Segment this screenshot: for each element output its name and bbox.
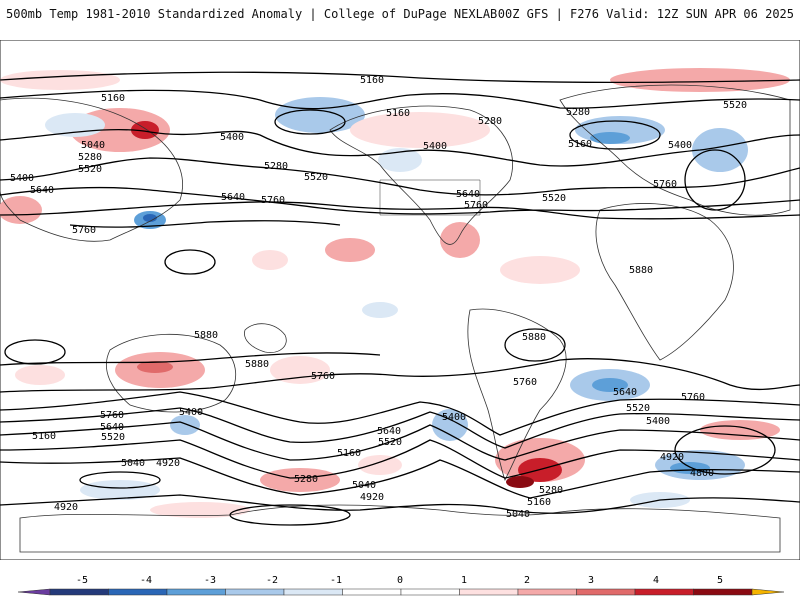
- contour-label: 5760: [464, 200, 488, 211]
- colorbar-extreme-high: [751, 588, 785, 596]
- contour-label: 5400: [179, 407, 203, 418]
- colorbar-segment: [225, 588, 285, 596]
- contour-label: 4920: [54, 502, 78, 513]
- contour-label: 4920: [156, 458, 180, 469]
- colorbar-segment: [283, 588, 343, 596]
- contour-label: 5280: [78, 152, 102, 163]
- colorbar-tick: 4: [653, 575, 659, 586]
- colorbar-segments: [17, 588, 785, 596]
- contour-labels: 5160 5160 5160 5280 5280 5520 5040 5280 …: [10, 75, 747, 520]
- contour-label: 5400: [220, 132, 244, 143]
- contour-label: 5400: [668, 140, 692, 151]
- australia-outline: [106, 333, 237, 413]
- colorbar-segment: [576, 588, 636, 596]
- contour-label: 5640: [456, 189, 480, 200]
- contour-label: 5520: [723, 100, 747, 111]
- colorbar-segment: [517, 588, 577, 596]
- anomaly-shading: [0, 68, 790, 518]
- colorbar-tick: 1: [461, 575, 467, 586]
- contour-label: 5040: [121, 458, 145, 469]
- contour-label: 5760: [261, 195, 285, 206]
- colorbar-segment: [342, 588, 402, 596]
- africa-outline: [595, 203, 734, 361]
- contour-label: 5160: [337, 448, 361, 459]
- colorbar-segment: [693, 588, 753, 596]
- colorbar-ticks: -5 -4 -3 -2 -1 0 1 2 3 4 5: [76, 575, 723, 586]
- contour-label: 5760: [653, 179, 677, 190]
- contour-label: 5520: [78, 164, 102, 175]
- contour-label: 5280: [294, 474, 318, 485]
- map-title: 500mb Temp 1981-2010 Standardized Anomal…: [6, 7, 498, 21]
- contour-label: 5280: [539, 485, 563, 496]
- contour-label: 5760: [513, 377, 537, 388]
- height-contours: [0, 71, 800, 526]
- colorbar-tick: -4: [140, 575, 152, 586]
- new-guinea-outline: [244, 323, 287, 353]
- colorbar: -5 -4 -3 -2 -1 0 1 2 3 4 5: [17, 575, 785, 596]
- colorbar-tick: -3: [204, 575, 216, 586]
- contour-label: 5160: [386, 108, 410, 119]
- contour-label: 5640: [377, 426, 401, 437]
- contour-label: 5280: [478, 116, 502, 127]
- contour-label: 4920: [660, 452, 684, 463]
- colorbar-tick: 5: [717, 575, 723, 586]
- north-america-outline: [329, 105, 513, 245]
- colorbar-tick: 0: [397, 575, 403, 586]
- contour-label: 5520: [378, 437, 402, 448]
- colorbar-tick: -5: [76, 575, 88, 586]
- us-state-grid: [379, 179, 481, 216]
- colorbar-segment: [108, 588, 168, 596]
- contour-label: 5880: [245, 359, 269, 370]
- contour-label: 5040: [81, 140, 105, 151]
- contour-label: 5640: [221, 192, 245, 203]
- contour-label: 5160: [527, 497, 551, 508]
- contour-label: 5160: [101, 93, 125, 104]
- contour-label: 5400: [646, 416, 670, 427]
- colorbar-tick: -1: [330, 575, 342, 586]
- map-panel: 5160 5160 5160 5280 5280 5520 5040 5280 …: [0, 40, 800, 560]
- contour-label: 4800: [690, 468, 714, 479]
- contour-label: 5760: [681, 392, 705, 403]
- contour-label: 5520: [304, 172, 328, 183]
- antarctica-outline: [19, 504, 781, 553]
- colorbar-segment: [634, 588, 694, 596]
- contour-label: 5880: [629, 265, 653, 276]
- colorbar-segment: [459, 588, 519, 596]
- contour-label: 5280: [264, 161, 288, 172]
- contour-label: 5160: [568, 139, 592, 150]
- contour-label: 5160: [32, 431, 56, 442]
- contour-label: 5040: [506, 509, 530, 520]
- contour-label: 5640: [30, 185, 54, 196]
- contour-label: 5640: [613, 387, 637, 398]
- south-america-outline: [467, 308, 567, 482]
- colorbar-tick: -2: [266, 575, 278, 586]
- contour-label: 4920: [360, 492, 384, 503]
- contour-label: 5400: [442, 412, 466, 423]
- contour-label: 5280: [566, 107, 590, 118]
- contour-label: 5760: [311, 371, 335, 382]
- contour-label: 5160: [360, 75, 384, 86]
- model-run-info: 00Z GFS | F276 Valid: 12Z SUN APR 06 202…: [497, 7, 794, 21]
- colorbar-segment: [400, 588, 460, 596]
- contour-label: 5520: [542, 193, 566, 204]
- contour-label: 5760: [100, 410, 124, 421]
- colorbar-segment: [49, 588, 109, 596]
- eurasia-east-outline: [0, 97, 183, 242]
- colorbar-segment: [166, 588, 226, 596]
- contour-label: 5880: [194, 330, 218, 341]
- strong-warm-anomaly: [131, 121, 159, 139]
- header-bar: 500mb Temp 1981-2010 Standardized Anomal…: [0, 0, 800, 30]
- colorbar-tick: 2: [524, 575, 530, 586]
- contour-label: 5760: [72, 225, 96, 236]
- contour-label: 5880: [522, 332, 546, 343]
- contour-label: 5520: [101, 432, 125, 443]
- contour-label: 5520: [626, 403, 650, 414]
- contour-label: 5400: [10, 173, 34, 184]
- contour-label: 5640: [100, 422, 124, 433]
- contour-label: 5040: [352, 480, 376, 491]
- colorbar-tick: 3: [588, 575, 594, 586]
- contour-label: 5400: [423, 141, 447, 152]
- colorbar-extreme-low: [17, 588, 51, 596]
